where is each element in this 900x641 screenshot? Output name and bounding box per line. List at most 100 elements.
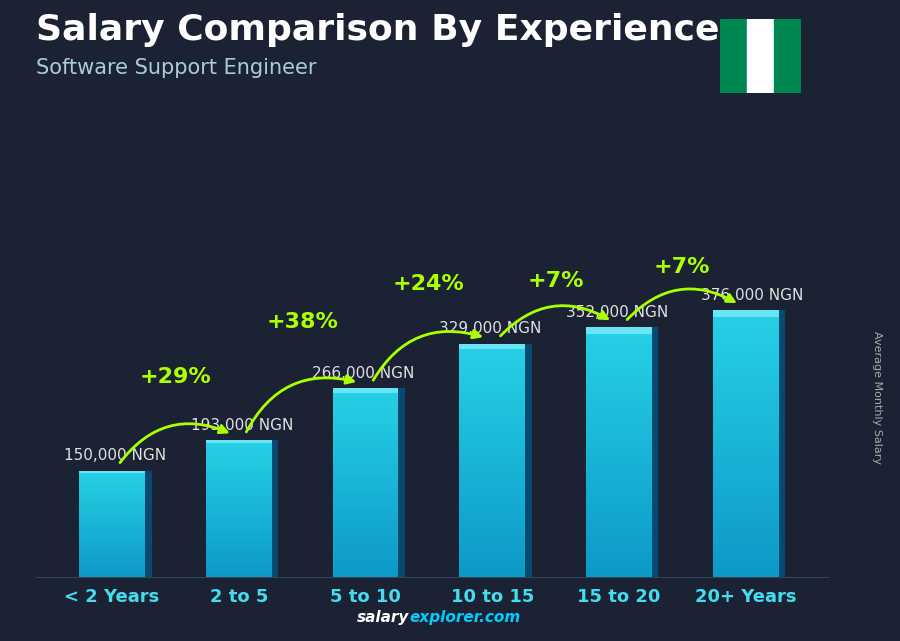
Bar bbox=[459, 417, 525, 421]
Bar bbox=[586, 452, 652, 456]
Bar bbox=[332, 517, 399, 520]
Bar bbox=[586, 473, 652, 477]
Bar bbox=[206, 442, 272, 445]
Bar bbox=[332, 442, 399, 445]
Bar bbox=[332, 520, 399, 524]
Bar bbox=[206, 451, 272, 454]
Bar bbox=[586, 344, 652, 348]
Bar bbox=[206, 458, 272, 460]
Bar bbox=[459, 550, 525, 554]
Bar bbox=[459, 534, 525, 538]
Bar bbox=[459, 495, 525, 499]
Bar bbox=[206, 520, 272, 522]
Bar bbox=[206, 495, 272, 497]
Bar bbox=[713, 475, 778, 479]
Bar bbox=[206, 479, 272, 481]
Bar bbox=[713, 488, 778, 492]
Bar bbox=[586, 465, 652, 469]
Text: Salary Comparison By Experience: Salary Comparison By Experience bbox=[36, 13, 719, 47]
Bar bbox=[586, 419, 652, 423]
Bar bbox=[586, 331, 652, 336]
Bar bbox=[713, 363, 778, 368]
Bar bbox=[459, 437, 525, 441]
Bar bbox=[713, 368, 778, 372]
Bar bbox=[332, 423, 399, 426]
Bar bbox=[747, 19, 774, 93]
Bar bbox=[459, 429, 525, 433]
Bar bbox=[332, 438, 399, 442]
Bar bbox=[332, 549, 399, 552]
Bar bbox=[206, 524, 272, 527]
Bar bbox=[79, 488, 145, 490]
Bar bbox=[79, 554, 145, 556]
Bar bbox=[79, 535, 145, 536]
Bar bbox=[713, 359, 778, 363]
Bar bbox=[713, 324, 778, 328]
Bar bbox=[206, 499, 272, 502]
Bar bbox=[206, 465, 272, 467]
Bar bbox=[586, 377, 652, 381]
Bar bbox=[459, 375, 525, 379]
Bar bbox=[332, 570, 399, 574]
Bar bbox=[586, 573, 652, 577]
Bar bbox=[459, 507, 525, 511]
Bar bbox=[206, 488, 272, 490]
Bar bbox=[332, 461, 399, 463]
Bar bbox=[399, 388, 405, 577]
Bar bbox=[459, 492, 525, 495]
Bar bbox=[206, 445, 272, 447]
Bar bbox=[332, 410, 399, 413]
Bar bbox=[206, 454, 272, 456]
Text: Average Monthly Salary: Average Monthly Salary bbox=[872, 331, 883, 464]
Bar bbox=[713, 395, 778, 399]
Bar bbox=[332, 395, 399, 397]
Bar bbox=[206, 545, 272, 547]
Bar bbox=[332, 504, 399, 508]
Bar bbox=[206, 440, 272, 444]
Bar bbox=[332, 542, 399, 545]
Bar bbox=[713, 528, 778, 533]
Bar bbox=[79, 512, 145, 513]
Bar bbox=[586, 477, 652, 481]
Bar bbox=[206, 533, 272, 536]
Bar bbox=[332, 498, 399, 501]
Bar bbox=[713, 483, 778, 488]
Bar bbox=[206, 476, 272, 479]
Bar bbox=[459, 359, 525, 363]
Bar bbox=[206, 492, 272, 495]
Bar bbox=[459, 569, 525, 573]
Bar bbox=[713, 404, 778, 408]
Bar bbox=[79, 551, 145, 552]
Bar bbox=[459, 413, 525, 417]
Bar bbox=[586, 519, 652, 523]
Bar bbox=[459, 383, 525, 387]
Bar bbox=[332, 564, 399, 567]
Bar bbox=[332, 492, 399, 495]
Bar bbox=[586, 502, 652, 506]
Bar bbox=[459, 433, 525, 437]
Bar bbox=[713, 515, 778, 519]
Bar bbox=[586, 544, 652, 548]
Bar bbox=[206, 506, 272, 508]
Bar bbox=[79, 529, 145, 531]
Bar bbox=[79, 494, 145, 495]
Bar bbox=[713, 448, 778, 453]
Text: 352,000 NGN: 352,000 NGN bbox=[566, 305, 668, 320]
Bar bbox=[713, 457, 778, 462]
Bar bbox=[79, 501, 145, 503]
Bar bbox=[206, 561, 272, 563]
Bar bbox=[459, 344, 525, 347]
Bar bbox=[206, 536, 272, 538]
Bar bbox=[713, 550, 778, 554]
Bar bbox=[206, 568, 272, 570]
Bar bbox=[332, 426, 399, 429]
Bar bbox=[79, 570, 145, 572]
Bar bbox=[79, 495, 145, 497]
Text: +7%: +7% bbox=[654, 257, 710, 277]
Bar bbox=[206, 529, 272, 531]
Bar bbox=[586, 444, 652, 448]
Bar bbox=[206, 511, 272, 513]
Bar bbox=[332, 545, 399, 549]
Bar bbox=[79, 563, 145, 565]
Text: 150,000 NGN: 150,000 NGN bbox=[64, 449, 166, 463]
